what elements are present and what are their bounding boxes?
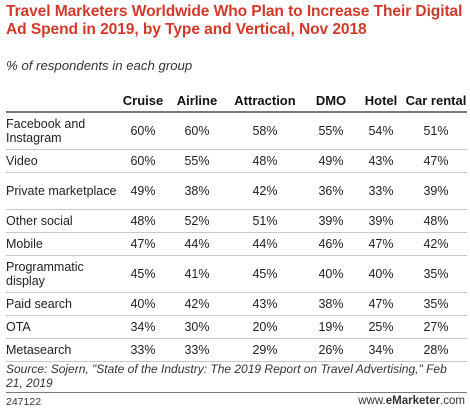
column-header: Hotel (357, 89, 405, 113)
table-cell: 48% (225, 149, 305, 173)
table-cell: 47% (405, 149, 467, 173)
table-cell: 39% (305, 209, 357, 233)
table-cell: 42% (405, 232, 467, 256)
column-header: Cruise (117, 89, 169, 113)
table-cell: 49% (305, 149, 357, 173)
table-row: Video 60% 55% 48% 49% 43% 47% (6, 149, 467, 173)
chart-id: 247122 (6, 396, 42, 408)
table-cell: 35% (405, 255, 467, 293)
row-label: Paid search (6, 292, 117, 316)
table-cell: 33% (117, 338, 169, 362)
table-cell: 60% (117, 149, 169, 173)
table-cell: 60% (169, 112, 225, 150)
table-cell: 60% (117, 112, 169, 150)
table-cell: 55% (305, 112, 357, 150)
table-cell: 58% (225, 112, 305, 150)
brand-suffix: .com (440, 395, 465, 407)
table-cell: 36% (305, 172, 357, 210)
table-cell: 33% (169, 338, 225, 362)
brand-logo[interactable]: www.eMarketer.com (358, 395, 465, 407)
chart-title: Travel Marketers Worldwide Who Plan to I… (6, 3, 463, 38)
table-cell: 34% (117, 315, 169, 339)
column-header: Car rental (405, 89, 467, 113)
table-cell: 51% (405, 112, 467, 150)
table-cell: 33% (357, 172, 405, 210)
table-cell: 27% (405, 315, 467, 339)
table-cell: 47% (357, 232, 405, 256)
table-cell: 54% (357, 112, 405, 150)
row-label: Other social (6, 209, 117, 233)
table-cell: 43% (225, 292, 305, 316)
table-row: Paid search 40% 42% 43% 38% 47% 35% (6, 292, 467, 316)
table-cell: 39% (357, 209, 405, 233)
column-header: Airline (169, 89, 225, 113)
table-cell: 41% (169, 255, 225, 293)
table-cell: 51% (225, 209, 305, 233)
row-label: Private marketplace (6, 172, 117, 210)
table-cell: 43% (357, 149, 405, 173)
table-cell: 47% (117, 232, 169, 256)
row-label: Mobile (6, 232, 117, 256)
table-cell: 34% (357, 338, 405, 362)
table-cell: 20% (225, 315, 305, 339)
table-cell: 44% (225, 232, 305, 256)
table-row: Mobile 47% 44% 44% 46% 47% 42% (6, 232, 467, 256)
table-row: Metasearch 33% 33% 29% 26% 34% 28% (6, 338, 467, 362)
table-cell: 42% (225, 172, 305, 210)
brand-prefix: www. (358, 395, 386, 407)
row-label: Programmatic display (6, 255, 117, 293)
table-cell: 19% (305, 315, 357, 339)
column-header: DMO (305, 89, 357, 113)
table-cell: 28% (405, 338, 467, 362)
table-cell: 52% (169, 209, 225, 233)
table-cell: 42% (169, 292, 225, 316)
table-cell: 38% (305, 292, 357, 316)
table-cell: 48% (405, 209, 467, 233)
table-row: Other social 48% 52% 51% 39% 39% 48% (6, 209, 467, 233)
table-cell: 30% (169, 315, 225, 339)
table-cell: 40% (357, 255, 405, 293)
table-cell: 44% (169, 232, 225, 256)
row-label: Facebook and Instagram (6, 112, 117, 150)
column-header: Attraction (225, 89, 305, 113)
table-row: Facebook and Instagram 60% 60% 58% 55% 54% 51% (6, 112, 467, 150)
table-cell: 35% (405, 292, 467, 316)
table-cell: 26% (305, 338, 357, 362)
table-cell: 45% (117, 255, 169, 293)
source-note: Source: Sojern, "State of the Industry: … (6, 362, 447, 390)
table-cell: 47% (357, 292, 405, 316)
row-label: Metasearch (6, 338, 117, 362)
table-cell: 55% (169, 149, 225, 173)
table-cell: 25% (357, 315, 405, 339)
table-cell: 48% (117, 209, 169, 233)
row-label-header (6, 89, 117, 113)
data-table: Cruise Airline Attraction DMO Hotel Car … (6, 89, 467, 362)
row-label: OTA (6, 315, 117, 339)
table-cell: 40% (305, 255, 357, 293)
table-cell: 39% (405, 172, 467, 210)
table-cell: 49% (117, 172, 169, 210)
table-cell: 46% (305, 232, 357, 256)
chart-subtitle: % of respondents in each group (6, 58, 193, 73)
table-cell: 38% (169, 172, 225, 210)
table-body: Facebook and Instagram 60% 60% 58% 55% 54% 51%… (6, 112, 467, 362)
table-row: OTA 34% 30% 20% 19% 25% 27% (6, 315, 467, 339)
table-cell: 29% (225, 338, 305, 362)
brand-name: eMarketer (385, 395, 441, 407)
table-row: Programmatic display 45% 41% 45% 40% 40% 35% (6, 255, 467, 293)
table-cell: 40% (117, 292, 169, 316)
table-cell: 45% (225, 255, 305, 293)
row-label: Video (6, 149, 117, 173)
footer-divider (6, 392, 467, 393)
header-row: Cruise Airline Attraction DMO Hotel Car … (6, 89, 467, 113)
table-row: Private marketplace 49% 38% 42% 36% 33% 39% (6, 172, 467, 210)
